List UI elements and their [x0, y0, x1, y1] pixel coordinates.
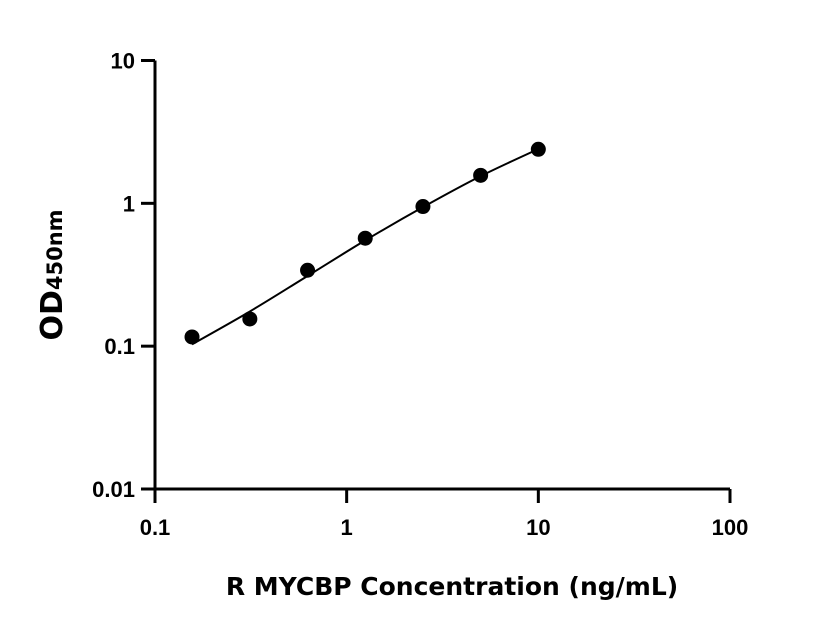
x-tick-label: 0.1 — [140, 515, 171, 540]
data-point — [357, 230, 373, 246]
y-tick-label: 0.01 — [92, 477, 135, 502]
x-tick-label: 100 — [712, 515, 749, 540]
x-axis-label: R MYCBP Concentration (ng/mL) — [226, 572, 678, 601]
y-tick-label: 10 — [111, 49, 135, 74]
data-marks — [184, 141, 546, 346]
x-tick-label: 1 — [341, 515, 353, 540]
y-axis-label-main: OD — [35, 290, 70, 340]
data-point — [184, 329, 200, 345]
data-point — [415, 199, 431, 215]
y-tick-label: 0.1 — [104, 334, 135, 359]
data-point — [242, 311, 258, 327]
data-point — [300, 262, 316, 278]
x-tick-label: 10 — [526, 515, 550, 540]
y-tick-label: 1 — [123, 191, 135, 216]
y-axis-label: OD450nm — [35, 209, 70, 340]
data-point — [530, 141, 546, 157]
data-point — [473, 167, 489, 183]
y-axis-label-sub: 450nm — [43, 209, 67, 290]
